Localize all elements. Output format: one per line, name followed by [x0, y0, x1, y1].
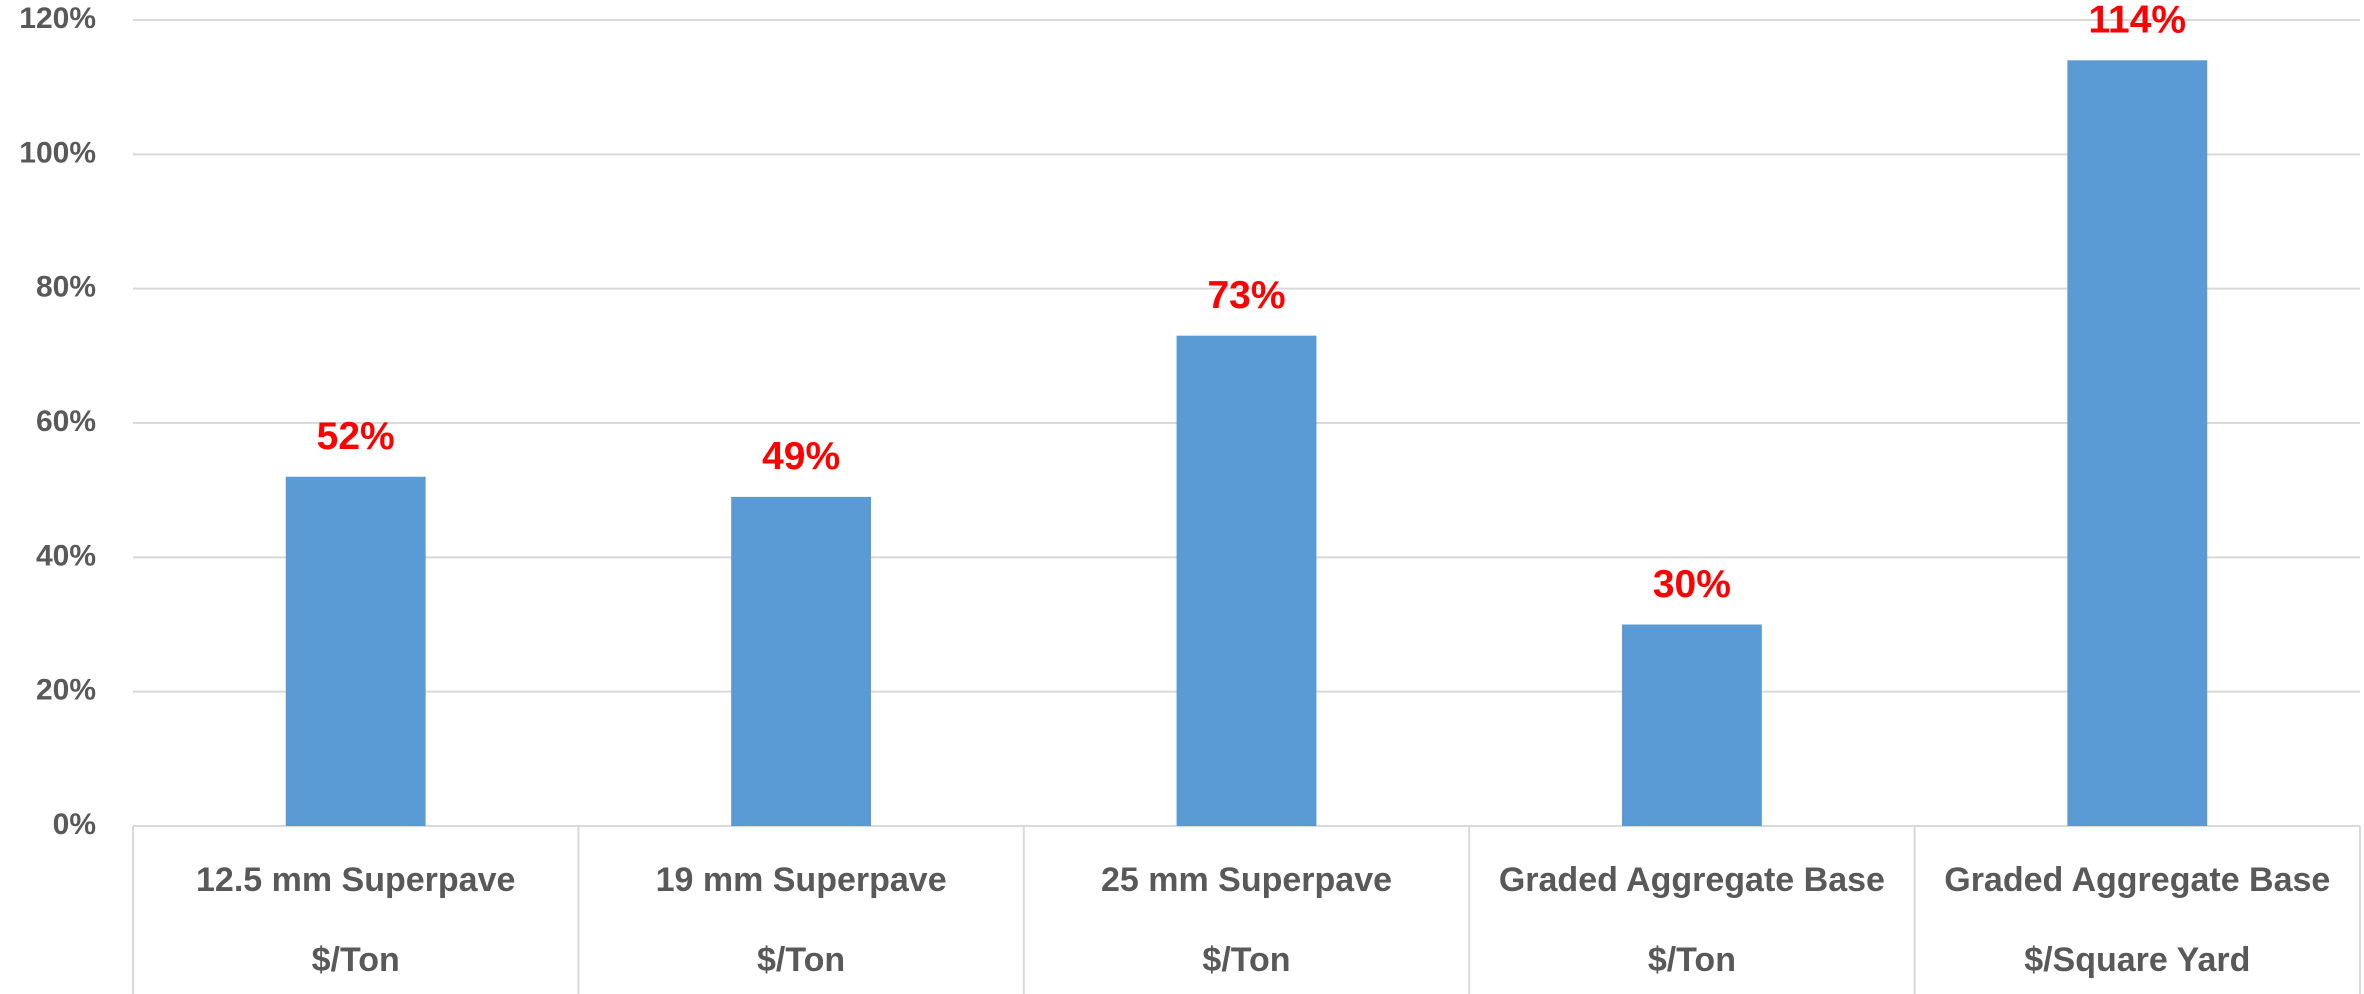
y-tick-label: 20% — [36, 674, 96, 707]
value-label: 73% — [1207, 274, 1285, 317]
value-label: 114% — [2088, 0, 2186, 42]
y-tick-label: 0% — [53, 808, 96, 841]
x-tick-label: 25 mm Superpave — [1101, 861, 1392, 899]
x-tick-label: Graded Aggregate Base — [1499, 861, 1885, 899]
x-tick-unit: $/Ton — [1648, 941, 1736, 979]
x-tick-label: 12.5 mm Superpave — [196, 861, 515, 899]
x-tick-unit: $/Ton — [1202, 941, 1290, 979]
y-tick-label: 80% — [36, 271, 96, 304]
value-label: 52% — [317, 415, 395, 458]
x-tick-label: 19 mm Superpave — [656, 861, 947, 899]
bar — [1621, 624, 1762, 826]
bar — [285, 476, 426, 826]
x-tick-unit: $/Ton — [312, 941, 400, 979]
y-tick-label: 100% — [19, 136, 96, 169]
value-label: 30% — [1653, 563, 1731, 606]
value-label: 49% — [762, 435, 840, 478]
bar — [731, 496, 872, 826]
bar — [2067, 60, 2208, 827]
y-tick-label: 60% — [36, 405, 96, 438]
x-tick-label: Graded Aggregate Base — [1944, 861, 2330, 899]
y-tick-label: 120% — [19, 2, 96, 35]
x-tick-unit: $/Square Yard — [2024, 941, 2250, 979]
bar — [1176, 335, 1317, 826]
y-tick-label: 40% — [36, 539, 96, 572]
x-tick-unit: $/Ton — [757, 941, 845, 979]
